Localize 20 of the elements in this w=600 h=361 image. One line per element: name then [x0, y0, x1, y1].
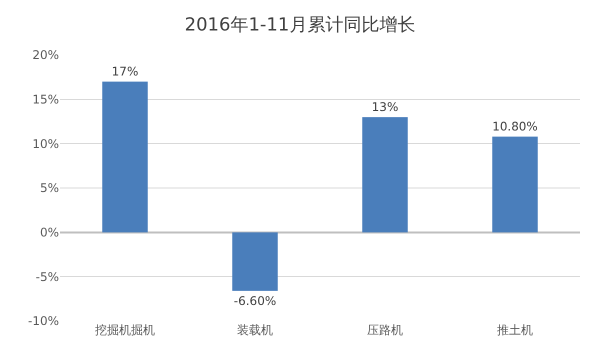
y-tick-label: 5%	[40, 181, 59, 196]
data-label: -6.60%	[234, 294, 276, 308]
y-tick-label: -10%	[28, 314, 59, 328]
y-tick-label: 0%	[40, 226, 59, 240]
bar	[232, 232, 278, 291]
chart-title: 2016年1-11月累计同比增长	[184, 14, 416, 36]
y-tick-label: -5%	[36, 270, 59, 284]
x-tick-label: 装载机	[237, 323, 273, 337]
data-label: 13%	[372, 100, 398, 114]
x-tick-label: 压路机	[367, 323, 403, 337]
data-label: 10.80%	[492, 120, 538, 134]
y-tick-label: 20%	[32, 48, 59, 62]
x-tick-label: 挖掘机掘机	[95, 323, 155, 337]
bar	[362, 117, 408, 232]
bar	[492, 136, 538, 232]
x-tick-label: 推土机	[497, 323, 533, 337]
bar	[102, 82, 148, 232]
y-tick-label: 10%	[32, 136, 59, 151]
data-label: 17%	[112, 64, 138, 79]
y-tick-label: 15%	[32, 92, 59, 107]
